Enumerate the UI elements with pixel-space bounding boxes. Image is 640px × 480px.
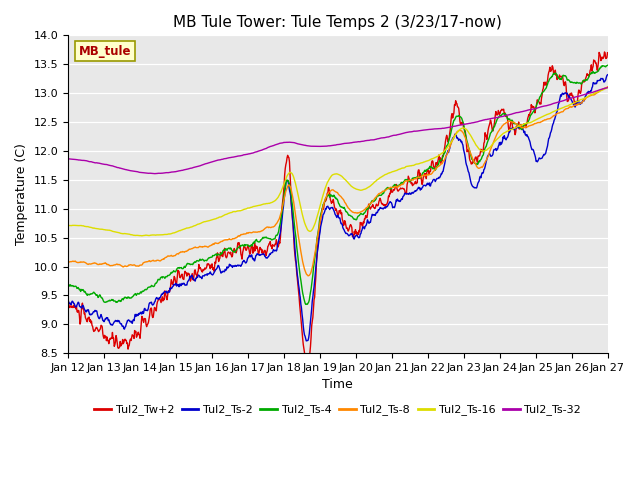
Tul2_Ts-8 (123, 264, 131, 269)
Tul2_Ts-16 (64, 223, 72, 228)
Tul2_Ts-4 (449, 121, 456, 127)
Tul2_Tw+2 (303, 368, 310, 373)
Tul2_Ts-4 (531, 108, 538, 113)
Tul2_Ts-2 (303, 338, 310, 344)
Legend: Tul2_Tw+2, Tul2_Ts-2, Tul2_Ts-4, Tul2_Ts-8, Tul2_Ts-16, Tul2_Ts-32: Tul2_Tw+2, Tul2_Ts-2, Tul2_Ts-4, Tul2_Ts… (90, 400, 586, 420)
Tul2_Ts-4 (64, 282, 72, 288)
Tul2_Ts-16 (205, 218, 213, 224)
Text: MB_tule: MB_tule (79, 45, 131, 58)
Title: MB Tule Tower: Tule Temps 2 (3/23/17-now): MB Tule Tower: Tule Temps 2 (3/23/17-now… (173, 15, 502, 30)
Line: Tul2_Ts-8: Tul2_Ts-8 (68, 87, 607, 276)
Tul2_Ts-4 (302, 301, 310, 307)
X-axis label: Time: Time (323, 378, 353, 392)
Tul2_Ts-4 (205, 255, 212, 261)
Tul2_Ts-2 (604, 72, 611, 78)
Tul2_Ts-32 (449, 124, 456, 130)
Tul2_Ts-4 (471, 160, 479, 166)
Tul2_Ts-32 (295, 141, 303, 147)
Line: Tul2_Ts-4: Tul2_Ts-4 (68, 65, 607, 304)
Tul2_Tw+2 (64, 297, 72, 302)
Tul2_Tw+2 (601, 49, 609, 55)
Tul2_Ts-8 (531, 121, 538, 127)
Tul2_Ts-32 (123, 167, 131, 173)
Line: Tul2_Ts-2: Tul2_Ts-2 (68, 75, 607, 341)
Tul2_Ts-16 (449, 137, 456, 143)
Tul2_Ts-2 (294, 281, 302, 287)
Tul2_Ts-32 (205, 160, 213, 166)
Tul2_Ts-2 (123, 320, 131, 325)
Tul2_Ts-16 (531, 118, 538, 123)
Tul2_Ts-2 (531, 151, 538, 156)
Tul2_Ts-32 (471, 120, 479, 125)
Tul2_Ts-8 (64, 260, 72, 265)
Tul2_Tw+2 (471, 156, 479, 162)
Tul2_Tw+2 (449, 115, 456, 121)
Tul2_Tw+2 (205, 261, 212, 266)
Tul2_Ts-16 (604, 85, 611, 91)
Line: Tul2_Ts-32: Tul2_Ts-32 (68, 88, 607, 174)
Tul2_Ts-8 (449, 137, 456, 143)
Tul2_Ts-4 (123, 296, 131, 301)
Tul2_Ts-8 (604, 84, 611, 90)
Tul2_Ts-8 (471, 160, 479, 166)
Tul2_Ts-4 (604, 62, 611, 68)
Tul2_Ts-2 (449, 135, 456, 141)
Tul2_Ts-32 (150, 171, 158, 177)
Tul2_Tw+2 (604, 50, 611, 56)
Tul2_Ts-16 (471, 140, 479, 146)
Line: Tul2_Ts-16: Tul2_Ts-16 (68, 88, 607, 236)
Tul2_Ts-8 (304, 273, 312, 279)
Y-axis label: Temperature (C): Temperature (C) (15, 144, 28, 245)
Tul2_Ts-4 (294, 260, 302, 265)
Tul2_Ts-2 (205, 271, 212, 277)
Tul2_Ts-16 (295, 197, 303, 203)
Tul2_Ts-16 (138, 233, 146, 239)
Tul2_Ts-32 (64, 156, 72, 162)
Tul2_Ts-8 (205, 244, 212, 250)
Tul2_Ts-8 (294, 234, 302, 240)
Tul2_Ts-32 (531, 106, 538, 112)
Tul2_Ts-32 (604, 85, 611, 91)
Tul2_Tw+2 (123, 341, 131, 347)
Tul2_Ts-2 (471, 185, 479, 191)
Tul2_Ts-16 (123, 231, 131, 237)
Line: Tul2_Tw+2: Tul2_Tw+2 (68, 52, 607, 371)
Tul2_Ts-2 (64, 297, 72, 302)
Tul2_Tw+2 (531, 105, 538, 111)
Tul2_Tw+2 (294, 287, 302, 293)
